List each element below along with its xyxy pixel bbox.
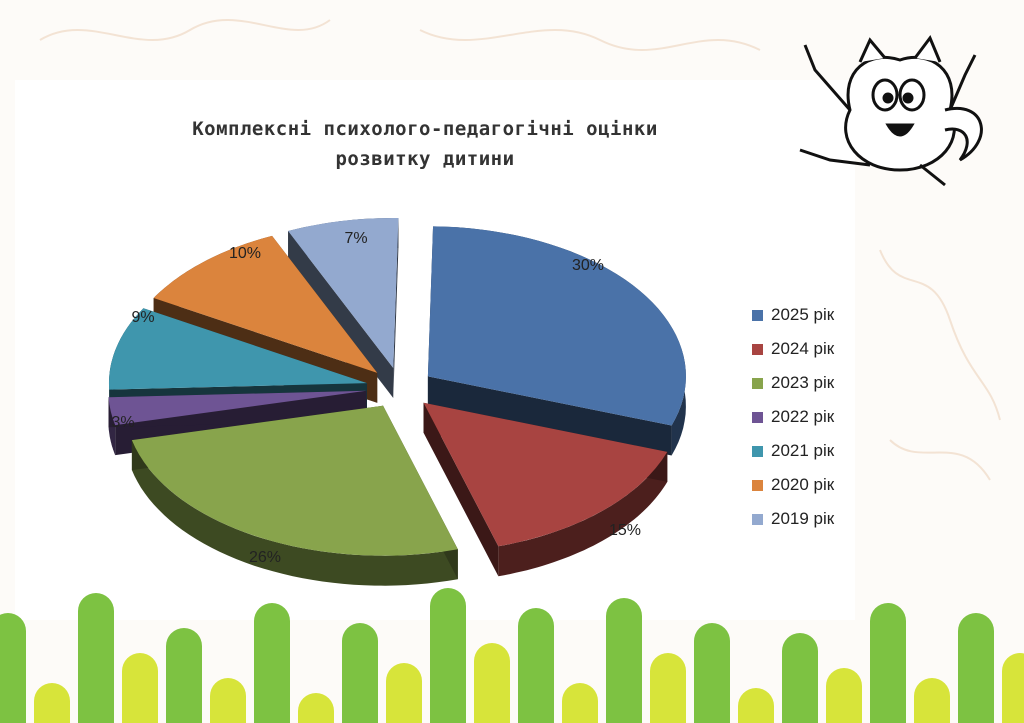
decor-bar [606,598,642,723]
decor-bar [386,663,422,723]
decor-bar [518,608,554,723]
decor-bar [298,693,334,723]
pie-slice-wall [427,376,672,456]
pie-slice [108,390,367,426]
decor-bar [166,628,202,723]
decor-bar [474,643,510,723]
legend-label: 2024 рік [771,339,835,358]
legend-swatch [752,343,763,355]
legend-label: 2019 рік [771,509,835,528]
slice-data-label: 30% [572,257,604,274]
decor-bar [782,633,818,723]
scribble-decor [39,19,1001,481]
decor-bar [694,623,730,723]
decor-bar [738,688,774,723]
decor-bar [210,678,246,723]
legend-item: 2023 рік [752,366,834,400]
chart-title-line-2: розвитку дитини [335,148,515,170]
decor-bar [78,593,114,723]
pie-slice [427,226,686,426]
legend-swatch [752,513,763,525]
legend-item: 2020 рік [752,468,834,502]
pie-slice [108,308,367,390]
decor-bar [1002,653,1024,723]
legend-label: 2020 рік [771,475,835,494]
decor-bar [826,668,862,723]
decor-bar [870,603,906,723]
legend-swatch [752,445,763,457]
decor-bar [34,683,70,723]
pie-slice-side [498,451,668,577]
legend-item: 2024 рік [752,332,834,366]
slice-data-label: 3% [111,414,134,431]
decor-bar [430,588,466,723]
pie-slice-wall [423,402,499,577]
slice-data-label: 7% [344,230,367,247]
decor-bar [958,613,994,723]
decor-bar [254,603,290,723]
slice-data-label: 10% [229,245,261,262]
pie-slice [423,402,668,547]
pie-slice [288,218,399,369]
legend-swatch [752,479,763,491]
slice-data-label: 15% [609,522,641,539]
chart-title-line-1: Комплексні психолого-педагогічні оцінки [192,118,658,140]
legend-label: 2025 рік [771,305,835,324]
legend-label: 2021 рік [771,441,835,460]
decor-bar [342,623,378,723]
pie-slice-wall [393,218,399,399]
decor-bar [0,613,26,723]
pie-slice-side [131,440,458,586]
legend-item: 2025 рік [752,298,834,332]
legend-label: 2022 рік [771,407,835,426]
decor-bar [650,653,686,723]
legend-item: 2022 рік [752,400,834,434]
pie-slice [131,405,458,556]
pie-slice [153,235,378,373]
decor-bar [562,683,598,723]
chart-legend: 2025 рік 2024 рік 2023 рік 2022 рік 2021… [752,298,834,536]
slice-data-label: 9% [131,309,154,326]
legend-swatch [752,411,763,423]
bottom-bars-decor [0,588,1024,723]
pie-slice-wall [288,231,394,399]
legend-label: 2023 рік [771,373,835,392]
legend-swatch [752,309,763,321]
legend-item: 2019 рік [752,502,834,536]
cartoon-cat-icon [799,35,983,187]
legend-swatch [752,377,763,389]
slice-data-label: 26% [249,549,281,566]
decor-bar [122,653,158,723]
legend-item: 2021 рік [752,434,834,468]
decor-bar [914,678,950,723]
